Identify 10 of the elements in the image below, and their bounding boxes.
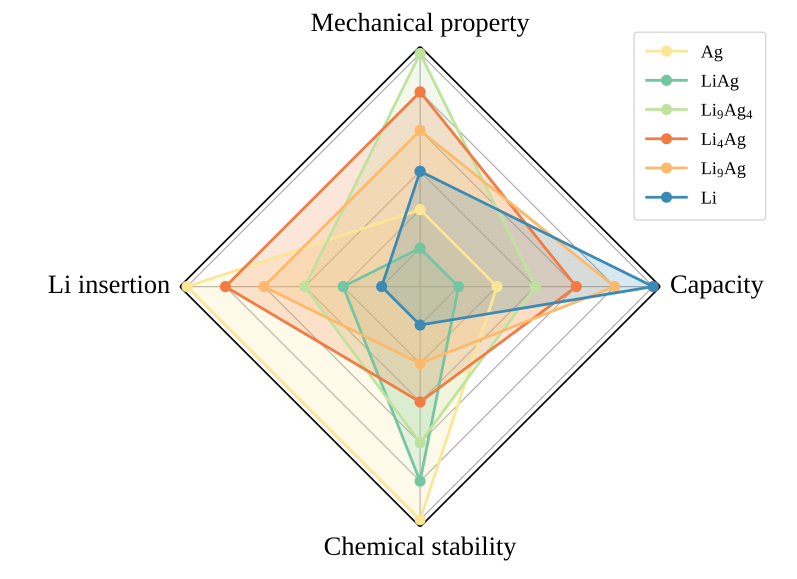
legend-label: Li$_{4}$Ag — [701, 132, 746, 149]
legend-label: Li$_{9}$Ag$_{4}$ — [701, 104, 752, 120]
spoke-label: Mechanical property — [311, 12, 530, 37]
spoke-label: Li insertion — [48, 275, 170, 294]
legend-label: Ag — [701, 46, 723, 62]
legend-label: Li$_{9}$Ag — [701, 162, 746, 178]
legend-label: LiAg — [701, 74, 739, 91]
spoke-label: Capacity — [671, 275, 764, 299]
spoke-label: Chemical stability — [324, 536, 516, 561]
legend-label: Li — [701, 192, 717, 204]
